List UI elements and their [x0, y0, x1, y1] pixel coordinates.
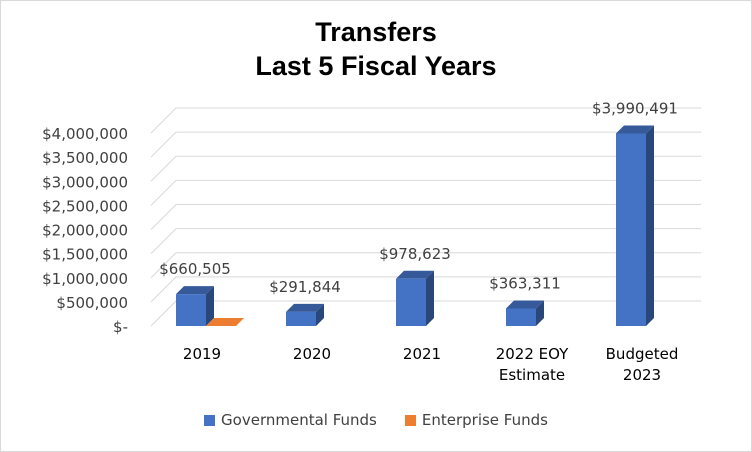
bar-governmental-4-side: [646, 125, 654, 327]
bar-governmental-3-front: [506, 308, 536, 326]
gridline: [150, 107, 701, 134]
bar-governmental-3-top: [506, 300, 544, 309]
bar-governmental-1-front: [286, 311, 316, 326]
bar-governmental-3-side: [536, 300, 544, 326]
y-tick-label: $1,500,000: [42, 246, 128, 264]
y-tick-label: $4,000,000: [42, 125, 128, 143]
gridline: [150, 276, 701, 303]
bar-governmental-1-side: [316, 303, 324, 326]
bar-governmental-0-side: [206, 286, 214, 326]
bar-governmental-2: [396, 270, 434, 326]
gridline: [150, 204, 701, 230]
bar-governmental-0-top: [176, 286, 214, 295]
y-tick-label: $3,500,000: [42, 149, 128, 167]
y-tick-label: $2,500,000: [42, 197, 128, 215]
bar-governmental-0: [176, 286, 214, 326]
gridline: [150, 131, 701, 158]
bar-governmental-4-front: [616, 133, 646, 326]
y-tick-label: $3,000,000: [42, 173, 128, 191]
x-tick-label: 2021: [403, 345, 441, 363]
data-label: $291,844: [269, 278, 341, 296]
x-tick-label: 2020: [293, 345, 331, 363]
gridline: [150, 228, 701, 254]
bar-enterprise-0: [206, 318, 244, 326]
legend-item-governmental: Governmental Funds: [204, 411, 377, 429]
bar-governmental-1: [286, 303, 324, 326]
chart-title: Transfers Last 5 Fiscal Years: [1, 15, 751, 83]
legend-item-enterprise: Enterprise Funds: [404, 411, 548, 429]
gridline: [150, 155, 701, 182]
bar-governmental-3: [506, 300, 544, 326]
data-label: $3,990,491: [592, 99, 678, 117]
bar-governmental-2-front: [396, 278, 426, 326]
gridline: [150, 179, 701, 206]
x-tick-label: 2022 EOY: [496, 345, 569, 363]
bar-governmental-2-top: [396, 270, 434, 279]
chart-title-line-1: Transfers: [315, 17, 437, 47]
gridline: [150, 252, 701, 279]
x-tick-label: Estimate: [499, 366, 565, 384]
bar-governmental-0-front: [176, 294, 206, 326]
x-tick-label: 2019: [183, 345, 221, 363]
chart-title-line-2: Last 5 Fiscal Years: [255, 51, 497, 81]
data-label: $660,505: [159, 260, 231, 278]
x-tick-label: 2023: [623, 366, 661, 384]
data-label: $363,311: [489, 274, 561, 292]
bar-governmental-1-top: [286, 303, 324, 312]
y-tick-label: $1,000,000: [42, 270, 128, 288]
legend-label-governmental: Governmental Funds: [221, 411, 377, 429]
x-tick-label: Budgeted: [606, 345, 679, 363]
legend-label-enterprise: Enterprise Funds: [421, 411, 548, 429]
legend-swatch-enterprise: [404, 414, 416, 426]
y-tick-label: $2,000,000: [42, 222, 128, 240]
y-tick-label: $500,000: [56, 294, 128, 312]
bar-governmental-2-side: [426, 270, 434, 326]
legend: Governmental Funds Enterprise Funds: [1, 411, 751, 429]
y-tick-label: $-: [113, 318, 128, 336]
bar-governmental-4-top: [616, 125, 654, 134]
bar-governmental-4: [616, 125, 654, 327]
legend-swatch-governmental: [204, 414, 216, 426]
data-label: $978,623: [379, 245, 451, 263]
